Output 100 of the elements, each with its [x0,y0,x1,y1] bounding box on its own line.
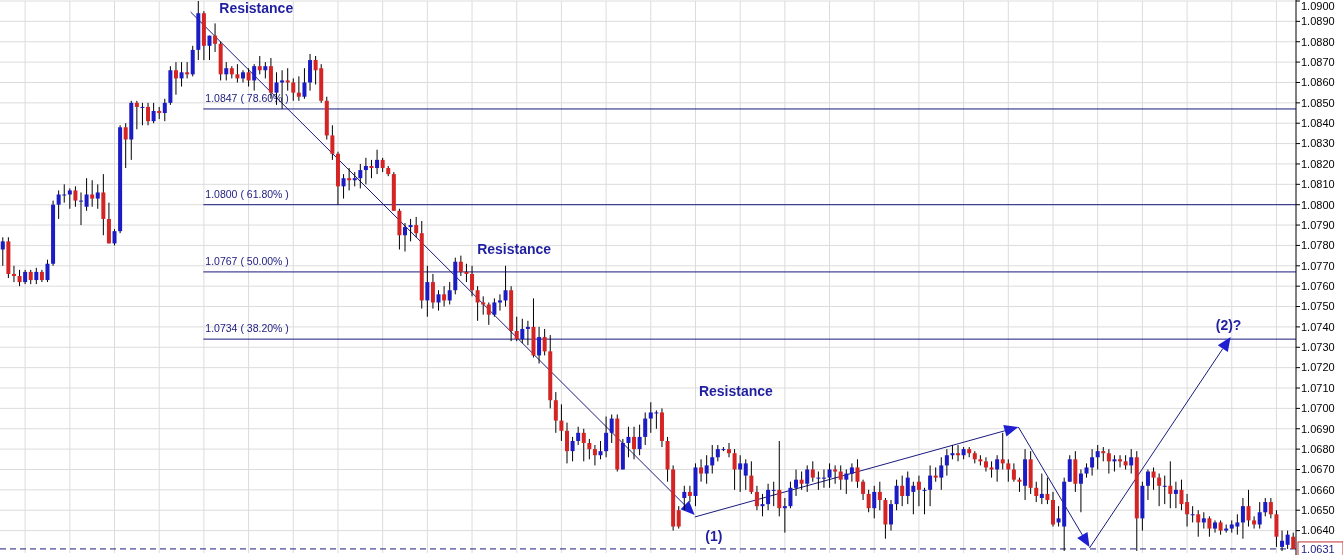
candlestick [581,428,586,462]
candlestick [1280,530,1285,552]
candlestick [754,485,759,511]
candlestick [849,462,854,483]
candlestick [844,468,849,495]
y-tick-label: 1.0730 [1301,341,1335,354]
candlestick [1129,448,1134,475]
candlestick [291,77,296,102]
candlestick [816,471,821,491]
y-tick-label: 1.0840 [1301,117,1335,130]
candlestick [185,61,190,79]
candlestick [1274,509,1279,548]
candlestick [408,218,413,242]
candlestick [995,454,1000,483]
candlestick [833,464,838,485]
candlestick [213,22,218,53]
candlestick [358,163,363,189]
ref-line-label: 1.0631 [1301,543,1335,555]
candlestick [1011,462,1016,483]
candlestick [1190,505,1195,523]
candlestick [626,426,631,458]
y-tick-label: 1.0760 [1301,280,1335,293]
y-tick-label: 1.0750 [1301,300,1335,313]
candlestick [464,263,469,283]
candlestick [900,475,905,507]
candlestick [777,440,782,517]
candlestick [179,61,184,88]
candlestick [916,475,921,507]
candlestick [542,328,547,356]
candlestick [810,460,815,483]
candlestick [520,318,525,344]
candlestick [95,183,100,210]
candlestick [497,293,502,312]
candlestick [782,497,787,534]
candlestick [676,505,681,530]
candlestick [1196,509,1201,538]
candlestick [458,255,463,277]
y-tick-label: 1.0820 [1301,157,1335,170]
candlestick [983,456,988,473]
candlestick [553,391,558,434]
ref-line-label: 1.0800 ( 61.80% ) [205,187,289,200]
candlestick [347,167,352,191]
y-tick-label: 1.0740 [1301,320,1335,333]
candlestick [1095,444,1100,470]
candlestick [79,191,83,226]
candlestick [207,35,212,61]
candlestick [794,468,799,497]
candlestick [151,102,156,124]
candlestick [1173,481,1178,509]
candlestick [939,456,944,491]
y-tick-label: 1.0870 [1301,55,1335,68]
y-tick-label: 1.0680 [1301,442,1335,455]
candlestick [1252,515,1257,530]
candlestick [743,458,748,491]
y-tick-label: 1.0690 [1301,422,1335,435]
candlestick [296,75,301,102]
candlestick [592,444,597,466]
candlestick [503,265,508,308]
y-tick-label: 1.0700 [1301,402,1335,415]
candlestick [235,63,240,83]
candlestick [1000,432,1005,470]
candlestick [872,485,877,519]
candlestick [1112,454,1117,473]
candlestick [1257,501,1262,530]
y-tick-label: 1.0720 [1301,361,1335,374]
candlestick [1179,479,1184,511]
candlestick [704,454,709,485]
candlestick [894,479,899,511]
candlestick [11,265,16,283]
candlestick [866,489,871,513]
candlestick [486,301,491,326]
candlestick [565,422,569,464]
candlestick [425,265,430,318]
candlestick [330,124,335,161]
candlestick [403,222,407,253]
y-tick-label: 1.0640 [1301,524,1335,537]
candlestick [766,483,771,511]
candlestick [889,499,893,532]
candlestick [922,487,927,515]
candlestick [928,464,933,507]
candlestick [570,436,575,462]
y-tick-label: 1.0670 [1301,463,1335,476]
y-tick-label: 1.0890 [1301,15,1335,28]
annotation: Resistance [477,241,552,257]
y-tick-label: 1.0850 [1301,96,1335,109]
annotation: (2)? [1215,317,1242,333]
y-tick-label: 1.0770 [1301,259,1335,272]
candlestick [369,159,374,179]
candlestick [0,236,5,267]
candlestick [944,448,949,477]
candlestick [241,69,245,83]
candlestick [1213,519,1217,534]
candlestick [1145,468,1150,501]
candlestick [861,479,866,501]
candlestick [73,185,78,208]
ref-line-label: 1.0734 ( 38.20% ) [205,322,289,335]
candlestick [727,442,731,458]
candlestick [470,265,475,297]
candlestick [738,454,743,493]
candlestick [514,316,519,342]
